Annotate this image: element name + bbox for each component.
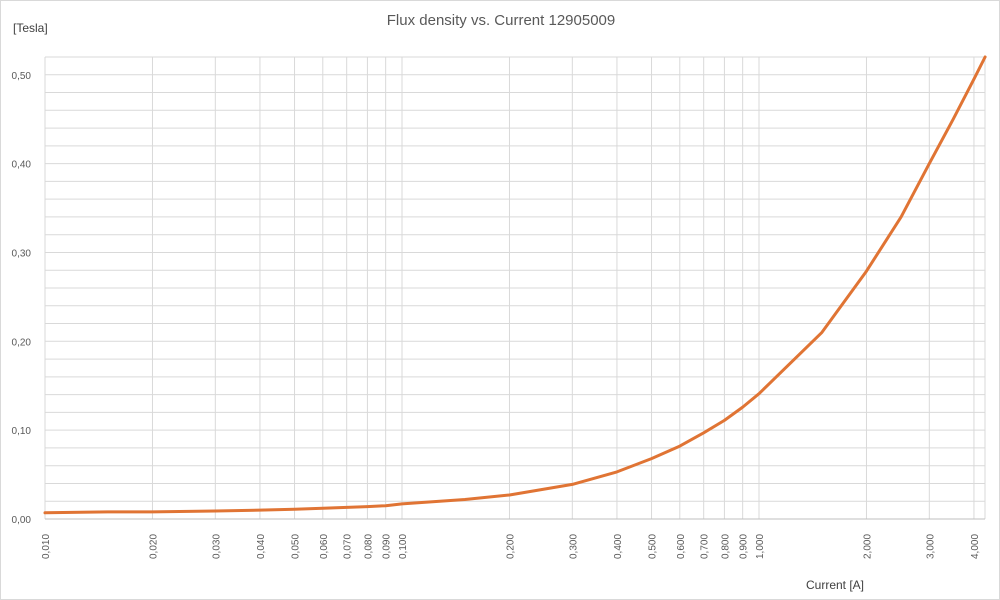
x-tick-label: 0,600 <box>676 534 687 559</box>
x-tick-label: 0,090 <box>382 534 393 559</box>
y-tick-label: 0,30 <box>12 248 32 259</box>
y-tick-label: 0,40 <box>12 160 32 171</box>
x-tick-label: 0,050 <box>291 534 302 559</box>
y-tick-label: 0,00 <box>12 515 32 526</box>
x-tick-label: 1,000 <box>755 534 766 559</box>
x-tick-label: 0,700 <box>700 534 711 559</box>
x-tick-label: 0,040 <box>256 534 267 559</box>
x-tick-label: 0,300 <box>568 534 579 559</box>
x-tick-label: 0,070 <box>343 534 354 559</box>
x-tick-label: 0,500 <box>648 534 659 559</box>
y-tick-label: 0,10 <box>12 426 32 437</box>
x-tick-label: 0,400 <box>613 534 624 559</box>
x-tick-label: 0,800 <box>720 534 731 559</box>
x-tick-label: 0,900 <box>739 534 750 559</box>
x-tick-label: 0,080 <box>363 534 374 559</box>
chart-title: Flux density vs. Current 12905009 <box>386 12 616 29</box>
x-tick-label: 2,000 <box>862 534 873 559</box>
x-tick-label: 0,030 <box>211 534 222 559</box>
x-tick-label: 4,000 <box>970 534 981 559</box>
y-axis-label: [Tesla] <box>13 21 48 35</box>
y-tick-label: 0,50 <box>12 71 32 82</box>
y-tick-label: 0,20 <box>12 337 32 348</box>
x-axis-label: Current [A] <box>806 578 865 592</box>
x-tick-label: 3,000 <box>925 534 936 559</box>
x-tick-label: 0,060 <box>319 534 330 559</box>
series-line <box>43 55 987 515</box>
x-tick-label: 0,200 <box>505 534 516 559</box>
x-tick-label: 0,020 <box>148 534 159 559</box>
x-tick-label: 0,010 <box>41 534 52 559</box>
x-tick-label: 0,100 <box>398 534 409 559</box>
